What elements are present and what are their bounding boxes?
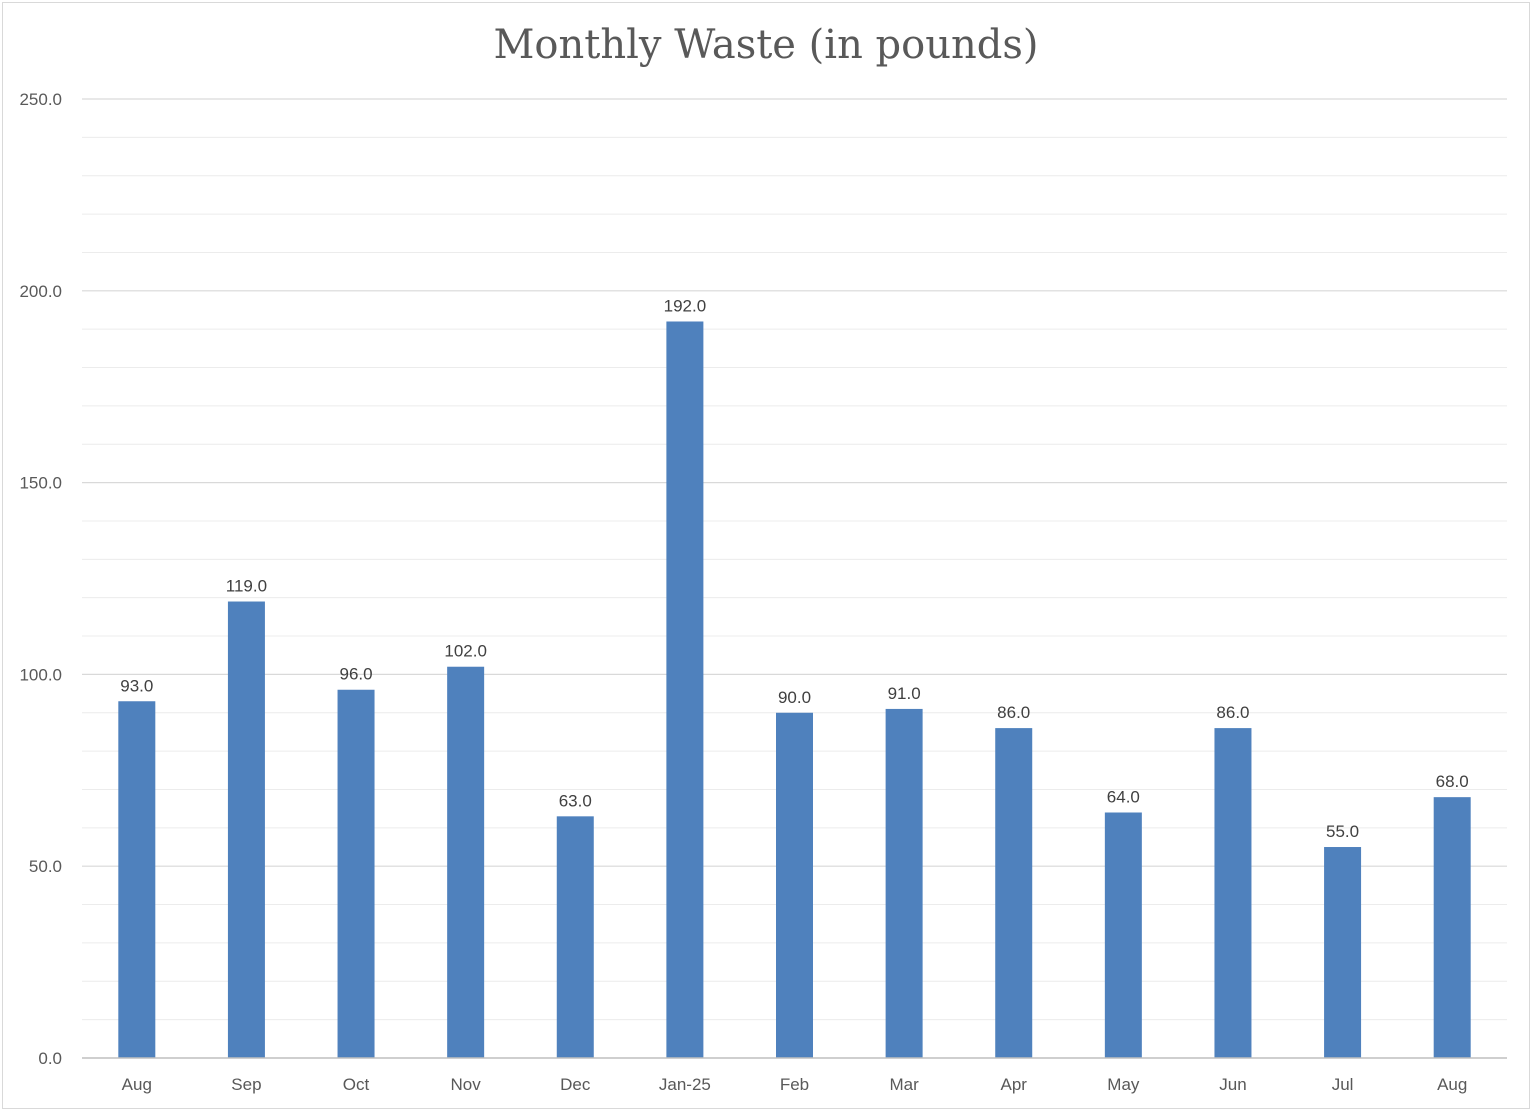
x-tick-label: Aug — [1437, 1075, 1467, 1094]
y-tick-label: 0.0 — [38, 1049, 62, 1068]
data-label: 63.0 — [559, 791, 592, 810]
x-tick-label: Oct — [343, 1075, 370, 1094]
x-tick-label: Mar — [889, 1075, 919, 1094]
x-tick-label: May — [1107, 1075, 1140, 1094]
data-label: 86.0 — [1216, 703, 1249, 722]
y-tick-label: 100.0 — [19, 665, 62, 684]
bars — [118, 321, 1471, 1058]
data-labels: 93.0 119.0 96.0 102.0 63.0 192.0 90.0 91.0 86.0 6… — [120, 296, 1468, 841]
data-label: 90.0 — [778, 688, 811, 707]
data-label: 192.0 — [664, 296, 707, 315]
data-label: 93.0 — [120, 676, 153, 695]
x-tick-label: Sep — [231, 1075, 261, 1094]
bar — [1214, 728, 1252, 1058]
data-label: 102.0 — [444, 642, 487, 661]
data-label: 55.0 — [1326, 822, 1359, 841]
data-label: 64.0 — [1107, 787, 1140, 806]
x-tick-label: Jul — [1332, 1075, 1354, 1094]
bar — [776, 712, 813, 1058]
y-tick-label: 50.0 — [29, 857, 62, 876]
data-label: 86.0 — [997, 703, 1030, 722]
bar — [1433, 797, 1471, 1058]
bar — [556, 816, 594, 1058]
x-tick-label: Dec — [560, 1075, 591, 1094]
y-axis-tick-labels: 0.0 50.0 100.0 150.0 200.0 250.0 — [19, 90, 62, 1068]
x-tick-label: Feb — [780, 1075, 809, 1094]
y-tick-label: 250.0 — [19, 90, 62, 109]
y-tick-label: 200.0 — [19, 282, 62, 301]
x-tick-label: Nov — [451, 1075, 482, 1094]
x-tick-label: Apr — [1000, 1075, 1027, 1094]
x-tick-label: Jun — [1219, 1075, 1246, 1094]
data-label: 96.0 — [339, 665, 372, 684]
bar — [447, 666, 485, 1058]
bar — [227, 601, 265, 1058]
x-tick-label: Aug — [122, 1075, 152, 1094]
bar — [666, 321, 704, 1058]
data-label: 68.0 — [1436, 772, 1469, 791]
y-tick-label: 150.0 — [19, 474, 62, 493]
bar — [1104, 812, 1142, 1058]
bar — [885, 708, 923, 1058]
bar — [995, 728, 1033, 1058]
x-axis-tick-labels: Aug Sep Oct Nov Dec Jan-25 Feb Mar Apr May Jun Jul A… — [122, 1075, 1468, 1094]
data-label: 119.0 — [226, 577, 267, 596]
chart-title: Monthly Waste (in pounds) — [493, 22, 1039, 68]
data-label: 91.0 — [888, 684, 921, 703]
bar — [1324, 847, 1362, 1058]
bar — [337, 689, 375, 1058]
x-tick-label: Jan-25 — [659, 1075, 711, 1094]
bar — [118, 701, 156, 1058]
